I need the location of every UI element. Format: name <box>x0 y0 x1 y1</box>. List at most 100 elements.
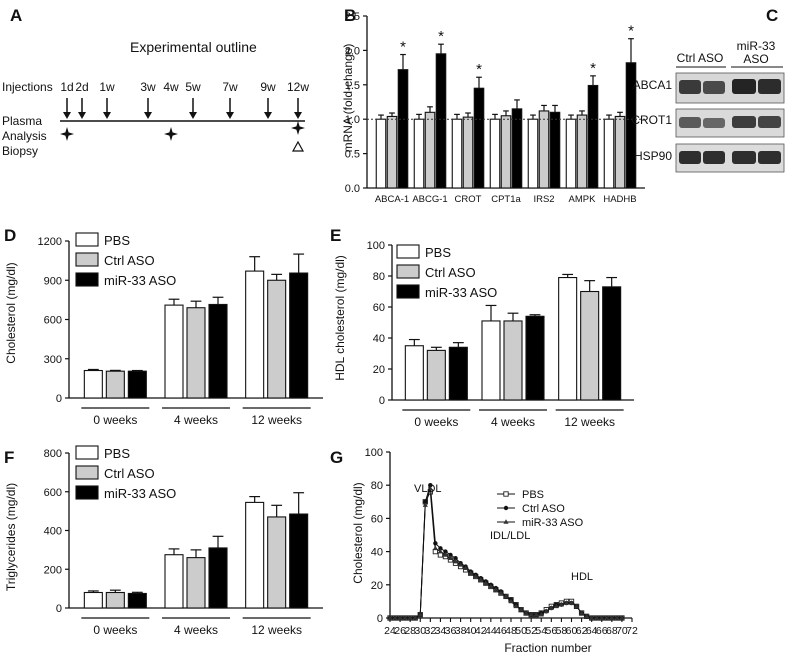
injection-arrow-head-5w <box>189 112 197 119</box>
band-crot1-2 <box>703 118 725 128</box>
D-category-label: 12 weeks <box>251 413 302 427</box>
E-bar-12-weeks-0 <box>558 276 578 401</box>
timepoint-9w: 9w <box>260 80 276 94</box>
G-xtick-label: 34 <box>435 625 447 637</box>
G-xtick-label: 68 <box>606 625 618 637</box>
D-category-label: 0 weeks <box>93 413 137 427</box>
G-legend-marker <box>503 505 509 511</box>
G-xtick-label: 38 <box>455 625 467 637</box>
analysis-star-4w <box>164 127 178 141</box>
D-bar-12-weeks-0 <box>245 270 265 399</box>
D-legend-label: miR-33 ASO <box>104 273 176 288</box>
B-bar-hadhb-1 <box>614 115 626 189</box>
G-xtick-label: 72 <box>626 625 638 637</box>
G-point-mir-33-aso <box>468 570 474 575</box>
D-bar-0-weeks-1 <box>105 370 125 399</box>
blot-bands <box>679 79 781 164</box>
G-xtick-label: 60 <box>566 625 578 637</box>
G-point-mir-33-aso <box>573 603 580 609</box>
F-bar-12-weeks-0 <box>245 501 265 609</box>
B-significance-star: * <box>400 39 406 56</box>
panel-g-plot: 0204060801002426283032343638404244464850… <box>365 447 638 637</box>
G-xtick-label: 56 <box>545 625 557 637</box>
B-bar-cpt1a-1 <box>500 115 512 189</box>
injection-arrows <box>63 98 302 119</box>
G-point-mir-33-aso <box>412 615 418 620</box>
E-ytick-label: 40 <box>373 333 385 345</box>
G-point-ctrl-aso <box>453 556 458 561</box>
B-category-label: IRS2 <box>533 194 554 205</box>
F-legend-swatch <box>75 445 99 460</box>
G-xtick-label: 44 <box>485 625 497 637</box>
F-bar-4-weeks-0 <box>164 554 184 609</box>
band-hsp90-3 <box>732 151 756 164</box>
B-bar-crot-1 <box>462 116 474 189</box>
E-ytick-label: 0 <box>379 395 385 407</box>
G-legend-marker <box>503 519 509 524</box>
D-ytick-label: 300 <box>44 354 62 366</box>
B-bar-abca-1-1 <box>386 115 398 189</box>
G-point-mir-33-aso <box>589 615 595 620</box>
G-xtick-label: 70 <box>616 625 628 637</box>
B-bar-crot-0 <box>451 118 463 189</box>
G-point-mir-33-aso <box>538 611 544 617</box>
G-point-mir-33-aso <box>407 615 413 620</box>
D-ytick-label: 0 <box>56 393 62 405</box>
G-point-mir-33-aso <box>528 611 534 617</box>
G-point-mir-33-aso <box>478 577 484 582</box>
E-legend-swatch <box>396 284 420 299</box>
injection-arrow-head-1w <box>103 112 111 119</box>
G-xtick-label: 52 <box>525 625 537 637</box>
timepoint-5w: 5w <box>185 80 201 94</box>
B-bar-cpt1a-0 <box>489 118 501 189</box>
G-point-mir-33-aso <box>452 558 459 564</box>
blot-header-mir33-line2: ASO <box>743 52 768 66</box>
G-point-mir-33-aso <box>488 583 494 589</box>
G-point-mir-33-aso <box>503 593 509 599</box>
G-point-mir-33-aso <box>473 573 479 579</box>
E-bar-0-weeks-2 <box>448 346 468 401</box>
biopsy-triangle-12w <box>291 140 305 152</box>
panel-a-experimental-outline: A Experimental outline Injections Plasma… <box>2 6 309 158</box>
B-significance-star: * <box>438 28 444 45</box>
blot-row-hsp90: HSP90 <box>634 149 672 163</box>
E-category-label: 12 weeks <box>564 415 615 429</box>
panel-letter-g: G <box>330 448 343 467</box>
panel-letter-d: D <box>4 226 16 245</box>
B-bar-abca-1-2 <box>397 69 409 189</box>
D-bar-0-weeks-0 <box>83 369 103 399</box>
band-crot1-1 <box>679 117 701 128</box>
injection-arrow-head-12w <box>294 112 302 119</box>
panel-f-triglycerides-chart: F Triglycerides (mg/dl) 0 200 400 600 800 0 w… <box>4 445 323 637</box>
F-legend-swatch <box>75 465 99 480</box>
timepoint-labels: 1d 2d 1w 3w 4w 5w 7w 9w 12w <box>60 80 309 94</box>
G-xtick-label: 28 <box>404 625 416 637</box>
D-legend-label: PBS <box>104 233 130 248</box>
G-xtick-label: 58 <box>556 625 568 637</box>
panel-d-cholesterol-chart: D Cholesterol (mg/dl) 0 300 600 900 1200 0 we… <box>4 226 323 427</box>
panel-b-plot: 0.0 0.5 1.0 1.5 2.0 2.5 * ABCA-1 * ABCG-1 * CROT CPT… <box>345 11 645 205</box>
B-bar-ampk-2 <box>587 84 599 189</box>
G-xtick-label: 42 <box>475 625 487 637</box>
B-ytick-label: 2.5 <box>345 11 360 23</box>
G-ytick-label: 60 <box>371 513 383 525</box>
G-xtick-label: 24 <box>384 625 396 637</box>
timepoint-1d: 1d <box>60 80 73 94</box>
band-abca1-4 <box>758 79 781 94</box>
G-point-mir-33-aso <box>417 611 423 617</box>
G-annotation-vldl: VLDL <box>414 483 442 495</box>
G-point-mir-33-aso <box>558 601 565 607</box>
G-point-mir-33-aso <box>432 545 438 551</box>
E-legend-label: miR-33 ASO <box>425 285 497 300</box>
D-bar-4-weeks-2 <box>208 303 228 399</box>
panel-b-mrna-chart: B mRNA (fold-change) 0.0 0.5 1.0 1.5 2.0 2.5 *… <box>341 6 645 205</box>
F-legend-label: Ctrl ASO <box>104 466 155 481</box>
E-legend-label: PBS <box>425 245 451 260</box>
G-point-mir-33-aso <box>513 603 519 609</box>
F-legend-swatch <box>75 485 99 500</box>
G-point-mir-33-aso <box>604 615 610 620</box>
G-point-mir-33-aso <box>594 615 600 620</box>
G-xtick-label: 54 <box>535 625 547 637</box>
F-ytick-label: 600 <box>44 487 62 499</box>
